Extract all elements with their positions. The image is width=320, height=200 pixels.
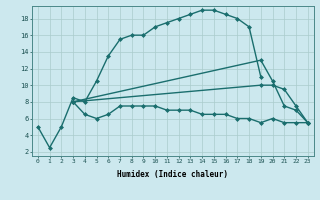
X-axis label: Humidex (Indice chaleur): Humidex (Indice chaleur): [117, 170, 228, 179]
